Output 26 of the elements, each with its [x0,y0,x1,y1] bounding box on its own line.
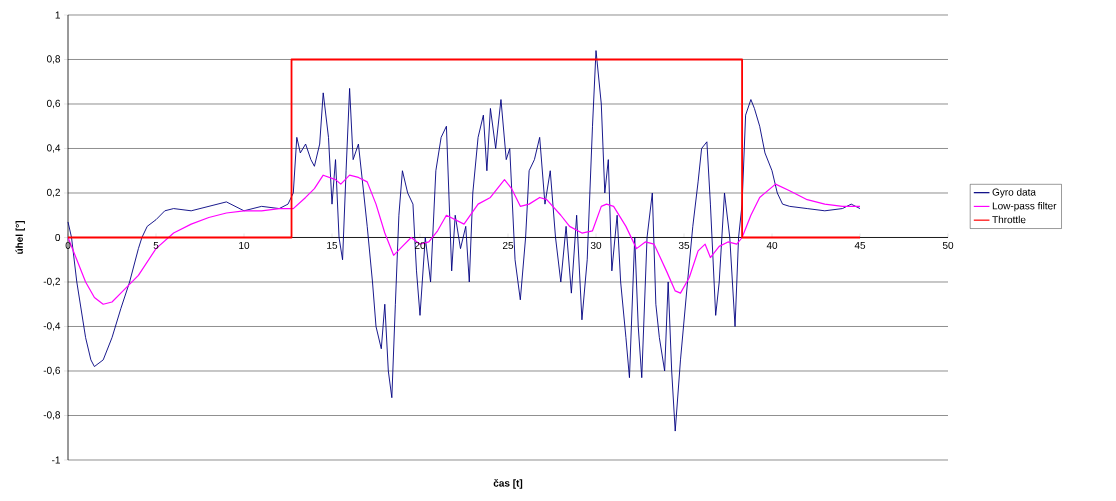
y-tick-label: -1 [52,456,60,464]
y-tick-label: 0,8 [46,55,61,64]
y-tick-label: -0,6 [43,366,61,376]
legend-label: Gyro data [992,188,1036,198]
y-tick-label: -0,2 [43,277,60,287]
x-tick-label: 15 [327,241,338,249]
x-tick-label: 40 [766,241,778,249]
x-axis-title: čas [t] [493,479,523,489]
y-tick-label: 0,4 [46,144,61,153]
y-tick-label: 0,6 [46,99,61,109]
y-tick-label: 0 [55,233,61,242]
x-tick-label: 35 [678,241,690,249]
y-tick-label: -0,8 [43,411,61,420]
x-tick-label: 25 [502,241,514,249]
x-tick-label: 10 [239,241,250,249]
x-tick-label: 0 [65,241,71,249]
x-tick-label: 5 [153,241,159,249]
y-tick-label: 1 [55,11,60,19]
y-tick-label: 0,2 [46,188,60,198]
y-axis-title: úhel [°] [15,221,25,254]
legend-label: Throttle [992,215,1026,224]
x-tick-label: 45 [854,241,866,249]
x-tick-label: 30 [590,241,602,249]
legend-label: Low-pass filter [992,202,1057,212]
y-tick-label: -0,4 [43,322,61,331]
x-tick-label: 50 [942,241,954,249]
